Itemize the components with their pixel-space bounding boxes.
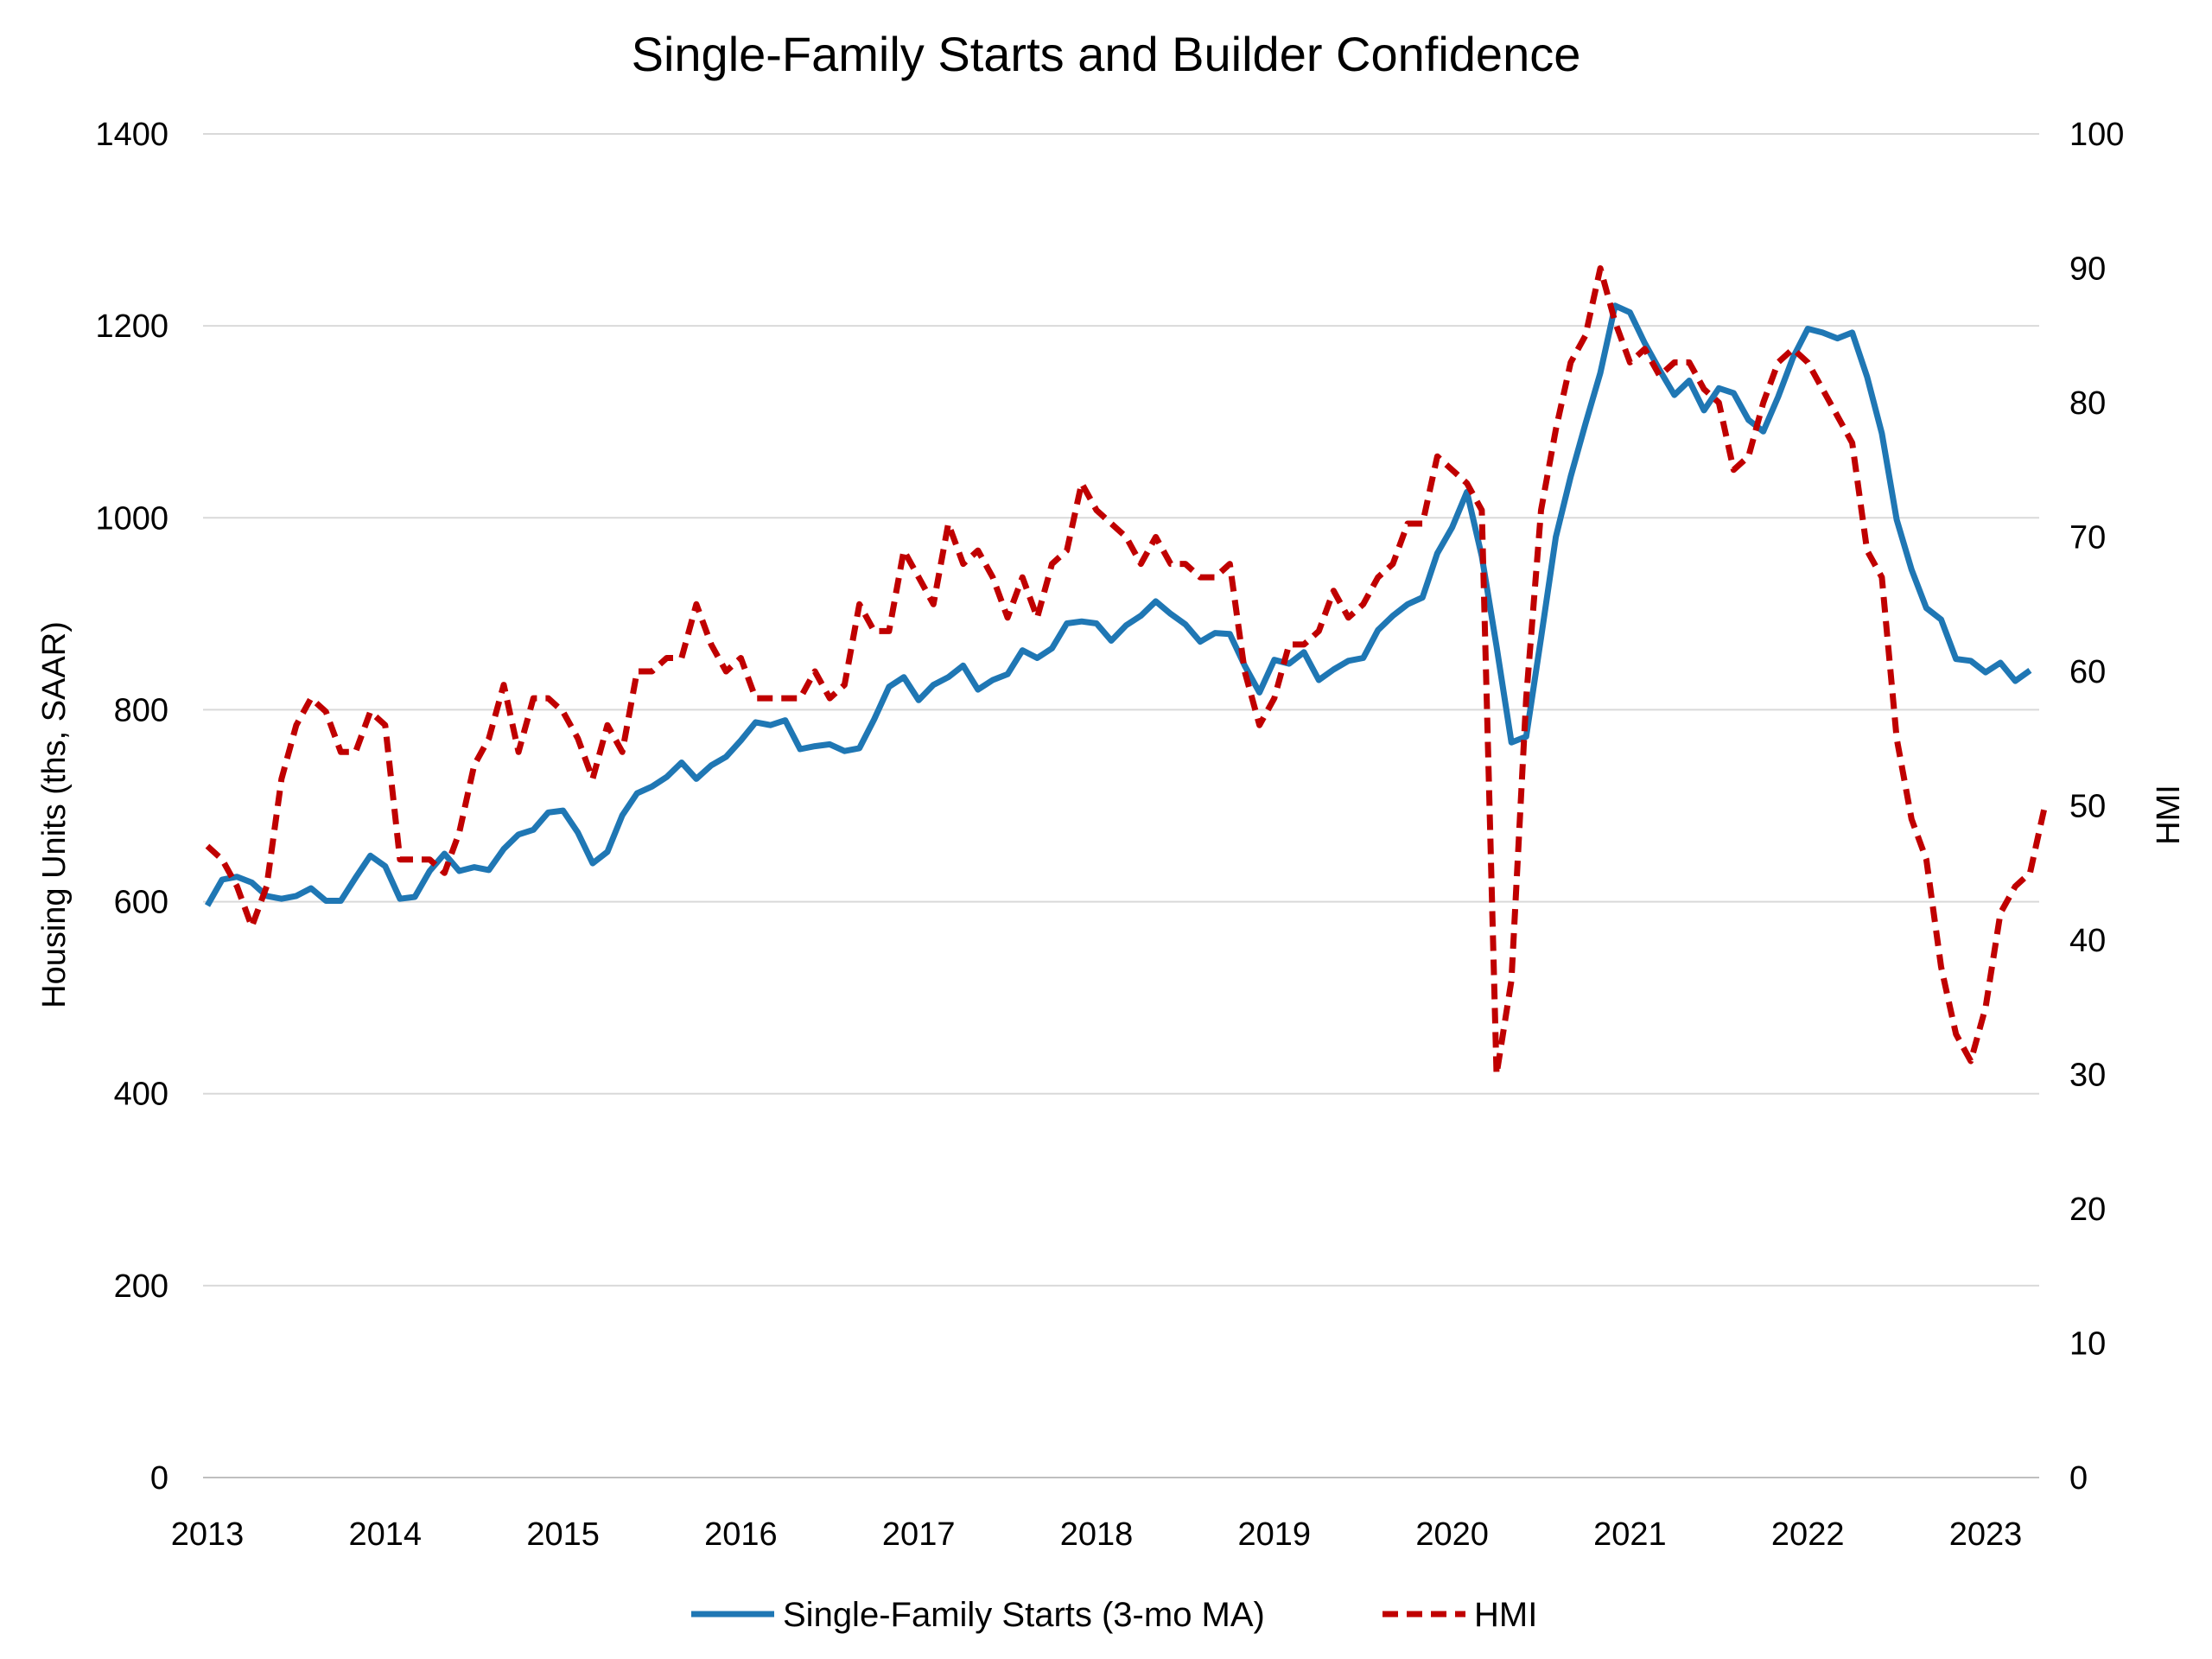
y-axis-label: Housing Units (ths, SAAR) [36, 621, 73, 1008]
x-tick-label: 2023 [1949, 1516, 2023, 1553]
y2-tick-label: 0 [2069, 1460, 2088, 1497]
y2-tick-label: 20 [2069, 1192, 2106, 1228]
x-tick-label: 2020 [1415, 1516, 1489, 1553]
y2-axis-label: HMI [2151, 785, 2187, 845]
y-tick-label: 200 [114, 1268, 168, 1305]
x-tick-label: 2018 [1060, 1516, 1134, 1553]
y2-tick-label: 80 [2069, 385, 2106, 422]
chart-title: Single-Family Starts and Builder Confide… [631, 27, 1581, 81]
x-tick-label: 2022 [1771, 1516, 1845, 1553]
y2-tick-label: 10 [2069, 1326, 2106, 1363]
y-tick-label: 400 [114, 1077, 168, 1113]
x-tick-label: 2016 [704, 1516, 778, 1553]
x-tick-label: 2021 [1593, 1516, 1667, 1553]
y-tick-label: 800 [114, 692, 168, 728]
y-tick-label: 1200 [95, 308, 168, 345]
legend: Single-Family Starts (3-mo MA) HMI [691, 1596, 1537, 1634]
y2-tick-label: 60 [2069, 654, 2106, 690]
x-tick-label: 2015 [526, 1516, 600, 1553]
y2-tick-label: 30 [2069, 1058, 2106, 1094]
legend-label-hmi: HMI [1474, 1596, 1537, 1634]
y2-tick-label: 50 [2069, 789, 2106, 825]
x-tick-label: 2017 [882, 1516, 956, 1553]
y2-tick-label: 100 [2069, 117, 2124, 153]
series-line-starts [204, 302, 2032, 907]
y-tick-label: 0 [150, 1460, 168, 1497]
series-line-hmi [205, 265, 2049, 1077]
y2-tick-label: 40 [2069, 923, 2106, 959]
y2-tick-label: 90 [2069, 251, 2106, 288]
y-tick-label: 600 [114, 885, 168, 921]
y2-tick-label: 70 [2069, 520, 2106, 556]
y-tick-label: 1000 [95, 500, 168, 537]
x-tick-label: 2013 [171, 1516, 245, 1553]
x-tick-label: 2019 [1238, 1516, 1312, 1553]
x-tick-label: 2014 [349, 1516, 423, 1553]
legend-label-starts: Single-Family Starts (3-mo MA) [783, 1596, 1265, 1634]
y-tick-label: 1400 [95, 117, 168, 153]
